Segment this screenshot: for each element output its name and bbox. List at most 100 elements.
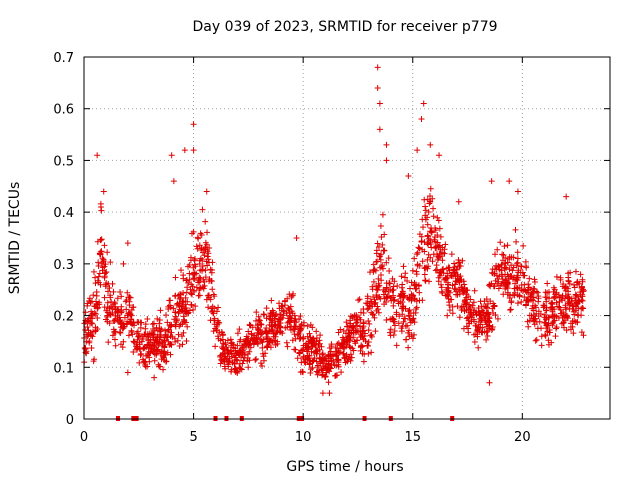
data-point — [404, 278, 411, 285]
data-point — [415, 244, 422, 251]
data-point — [191, 257, 198, 264]
data-point — [514, 277, 521, 284]
data-point — [190, 264, 197, 271]
data-point — [391, 328, 398, 335]
data-point — [199, 284, 206, 291]
data-point — [461, 300, 468, 307]
data-point — [325, 352, 332, 359]
data-point — [557, 310, 564, 317]
data-point — [377, 272, 384, 279]
data-point — [471, 287, 478, 294]
data-point — [267, 316, 274, 323]
data-point — [297, 313, 304, 320]
data-point — [430, 205, 437, 212]
data-point — [572, 268, 579, 275]
data-point — [420, 100, 427, 107]
data-point — [398, 273, 405, 280]
data-point — [365, 342, 372, 349]
x-tick-label: 20 — [514, 430, 531, 445]
data-point — [180, 329, 187, 336]
data-point — [483, 336, 490, 343]
data-point — [120, 260, 127, 267]
data-point — [184, 298, 191, 305]
data-point — [427, 254, 434, 261]
data-point — [425, 209, 432, 216]
data-point — [276, 305, 283, 312]
data-point — [159, 354, 166, 361]
data-point — [518, 281, 525, 288]
data-point — [90, 292, 97, 299]
data-point — [514, 249, 521, 256]
data-point — [414, 249, 421, 256]
data-point — [384, 294, 391, 301]
data-point — [107, 259, 114, 266]
data-point — [560, 319, 567, 326]
data-point — [213, 308, 220, 315]
data-point — [157, 307, 164, 314]
data-point — [382, 288, 389, 295]
data-point — [330, 358, 337, 365]
data-point — [390, 316, 397, 323]
data-point — [150, 320, 157, 327]
data-point — [580, 288, 587, 295]
data-point — [86, 295, 93, 302]
data-point — [209, 307, 216, 314]
data-point — [100, 256, 107, 263]
data-point — [546, 329, 553, 336]
data-point — [436, 225, 443, 232]
data-point — [109, 332, 116, 339]
data-point — [102, 316, 109, 323]
data-point — [181, 147, 188, 154]
data-point — [424, 265, 431, 272]
data-point — [413, 298, 420, 305]
data-point — [498, 272, 505, 279]
data-point — [196, 274, 203, 281]
data-point — [543, 307, 550, 314]
data-point — [575, 312, 582, 319]
data-point — [534, 289, 541, 296]
data-point — [154, 315, 161, 322]
x-tick-label: 5 — [189, 430, 197, 445]
y-tick-label: 0.7 — [53, 51, 74, 66]
data-point — [241, 348, 248, 355]
data-point — [451, 269, 458, 276]
data-point — [465, 317, 472, 324]
data-point — [151, 374, 158, 381]
data-point — [326, 390, 333, 397]
data-point — [144, 316, 151, 323]
data-point — [212, 343, 219, 350]
data-point — [504, 279, 511, 286]
data-point — [479, 309, 486, 316]
data-point — [453, 288, 460, 295]
data-point — [522, 258, 529, 265]
data-point — [142, 321, 149, 328]
data-point — [484, 323, 491, 330]
data-point — [345, 330, 352, 337]
data-point — [412, 306, 419, 313]
data-point — [226, 355, 233, 362]
data-point — [319, 371, 326, 378]
data-point — [285, 315, 292, 322]
data-point — [279, 307, 286, 314]
data-point — [523, 264, 530, 271]
data-point — [89, 320, 96, 327]
data-point — [245, 328, 252, 335]
data-point — [542, 316, 549, 323]
data-point — [263, 315, 270, 322]
data-point — [307, 366, 314, 373]
data-point — [136, 341, 143, 348]
data-point — [579, 276, 586, 283]
data-point — [255, 331, 262, 338]
data-point — [253, 309, 260, 316]
data-point — [544, 322, 551, 329]
data-point — [365, 327, 372, 334]
data-point — [247, 322, 254, 329]
data-point — [468, 312, 475, 319]
data-point — [142, 325, 149, 332]
data-point — [208, 269, 215, 276]
data-point — [313, 338, 320, 345]
data-point — [112, 316, 119, 323]
data-point — [492, 311, 499, 318]
data-point — [529, 289, 536, 296]
data-point — [96, 270, 103, 277]
